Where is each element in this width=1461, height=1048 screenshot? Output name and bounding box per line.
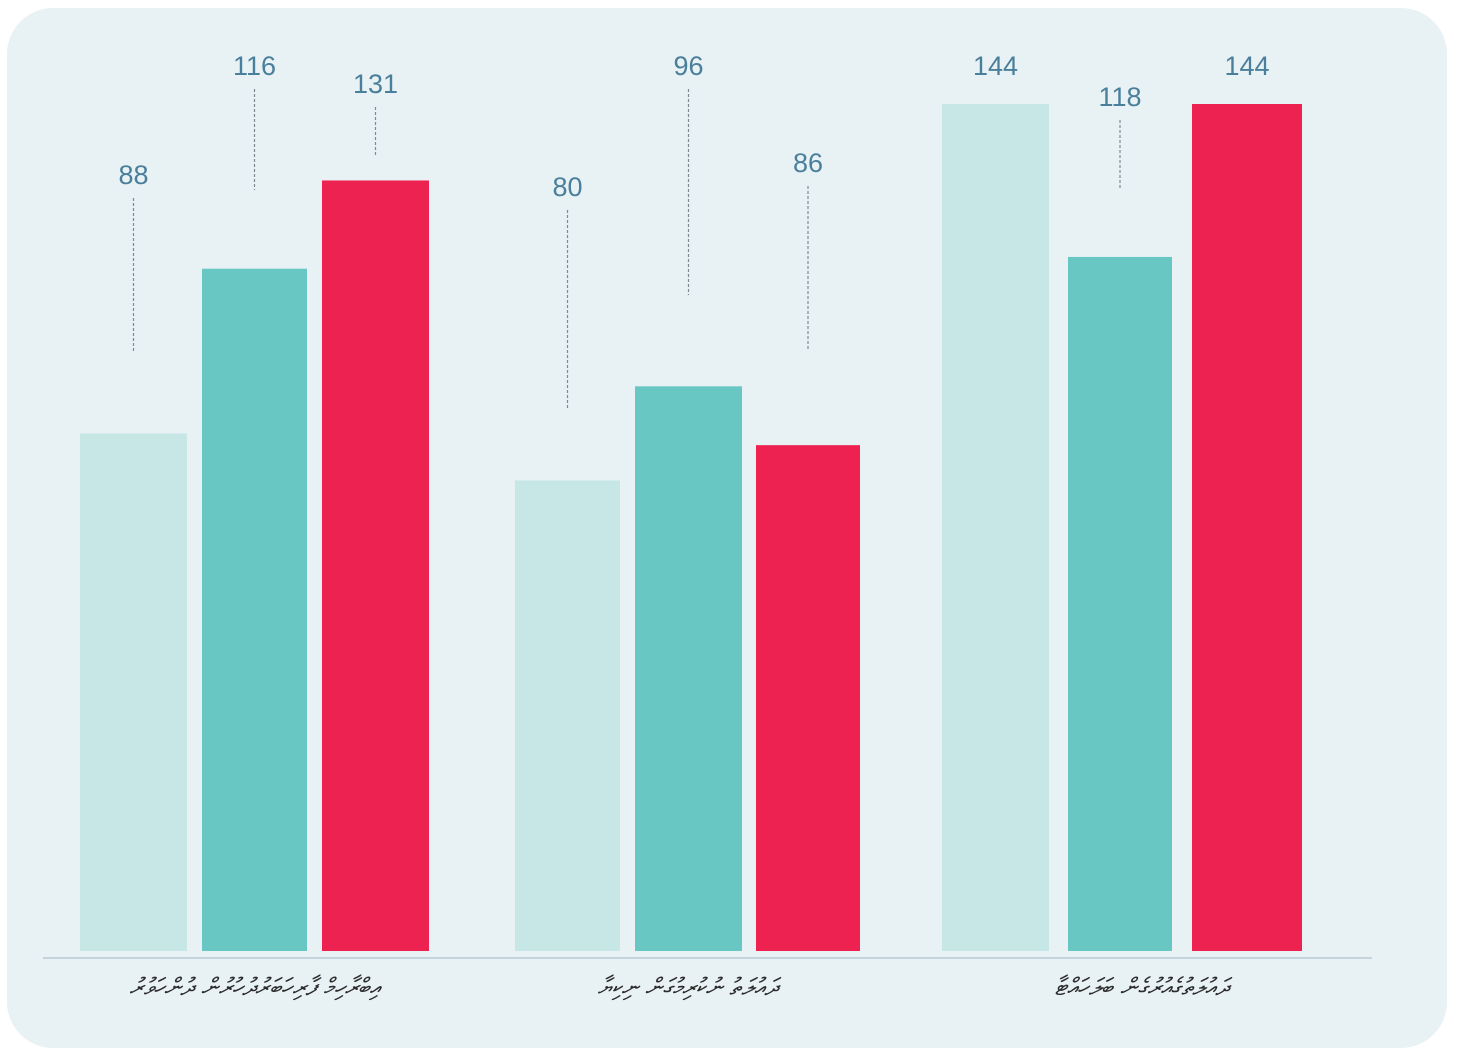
value-label-1-2: 116 <box>233 51 276 81</box>
value-label-2-3: 86 <box>793 148 823 178</box>
bar-1-3 <box>322 180 429 951</box>
category-label-3: ދައުލަތުގެއުރުގެން ބަލަހައްޓާ <box>1055 973 1233 1001</box>
bar-2-1 <box>515 480 620 951</box>
value-label-3-1: 144 <box>973 51 1018 81</box>
bar-1-1 <box>80 433 187 951</box>
value-label-2-2: 96 <box>673 51 703 81</box>
bar-3-2 <box>1068 256 1172 951</box>
bar-1-2 <box>202 268 307 951</box>
category-label-1: އިބްރާހިމް ފާރިހަބަރުދުހުރުން ދުންހަވުރު <box>129 973 382 1001</box>
bar-2-3 <box>756 445 860 951</box>
bar-3-1 <box>942 104 1049 951</box>
value-label-1-3: 131 <box>353 69 398 99</box>
value-label-3-2: 118 <box>1098 82 1141 112</box>
bar-2-2 <box>635 386 742 951</box>
bar-3-3 <box>1192 104 1302 951</box>
value-label-3-3: 144 <box>1224 51 1269 81</box>
value-label-1-1: 88 <box>118 160 148 190</box>
value-label-2-1: 80 <box>552 172 582 202</box>
category-label-2: ދައުލަތު ނުކުރިމުގަން ނިކިޔާ <box>597 973 781 1001</box>
